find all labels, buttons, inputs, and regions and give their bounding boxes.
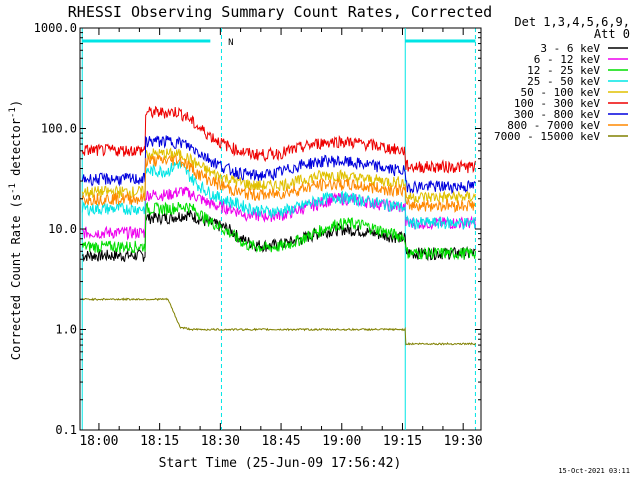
y-label-main: Corrected Count Rate (s — [9, 194, 23, 360]
series-line — [81, 159, 476, 230]
x-tick-label: 18:45 — [261, 434, 300, 449]
y-tick-label: 10.0 — [48, 222, 77, 236]
y-tick-label: 1.0 — [55, 323, 77, 337]
x-axis: 18:00 18:15 18:30 18:45 19:00 19:15 19:30 — [79, 28, 483, 449]
series-layer — [81, 105, 476, 346]
series-line — [82, 297, 476, 346]
x-tick-label: 18:30 — [201, 434, 240, 449]
legend-label: 25 - 50 keV — [527, 75, 600, 88]
series-line — [81, 154, 476, 213]
legend-label: 800 - 7000 keV — [507, 119, 600, 132]
x-tick-label: 18:15 — [140, 434, 179, 449]
y-axis: 1000.0 100.0 10.0 1.0 0.1 — [34, 21, 481, 437]
footer-timestamp: 15-Oct-2021 03:11 — [558, 467, 630, 475]
x-axis-label: Start Time (25-Jun-09 17:56:42) — [159, 456, 402, 471]
y-label-sup-2: -1 — [8, 107, 18, 118]
x-tick-label: 19:30 — [444, 434, 483, 449]
legend-label: 300 - 800 keV — [514, 108, 600, 121]
y-tick-label: 0.1 — [55, 423, 77, 437]
legend-label: 12 - 25 keV — [527, 64, 600, 77]
night-annotation: N — [228, 38, 233, 48]
y-tick-label: 1000.0 — [34, 21, 77, 35]
legend-header-2: Att 0 — [594, 27, 630, 41]
y-axis-label: Corrected Count Rate (s-1 detector-1) — [8, 100, 23, 360]
legend-label: 7000 - 15000 keV — [494, 130, 600, 143]
x-tick-label: 19:00 — [322, 434, 361, 449]
legend-label: 3 - 6 keV — [540, 42, 600, 55]
legend-label: 6 - 12 keV — [534, 53, 601, 66]
y-label-end: ) — [9, 100, 23, 107]
legend-header-1: Det 1,3,4,5,6,9, — [514, 15, 630, 29]
chart-title: RHESSI Observing Summary Count Rates, Co… — [68, 3, 492, 21]
legend-label: 50 - 100 keV — [521, 86, 601, 99]
y-label-sup-1: -1 — [8, 183, 18, 194]
plot-area: N — [81, 28, 476, 430]
series-line — [81, 105, 476, 174]
legend-label: 100 - 300 keV — [514, 97, 600, 110]
series-line — [81, 201, 476, 261]
series-line — [81, 135, 476, 195]
y-tick-label: 100.0 — [41, 122, 77, 136]
x-tick-label: 19:15 — [383, 434, 422, 449]
y-label-mid: detector — [9, 118, 23, 183]
series-line — [81, 147, 476, 204]
x-tick-label: 18:00 — [79, 434, 118, 449]
